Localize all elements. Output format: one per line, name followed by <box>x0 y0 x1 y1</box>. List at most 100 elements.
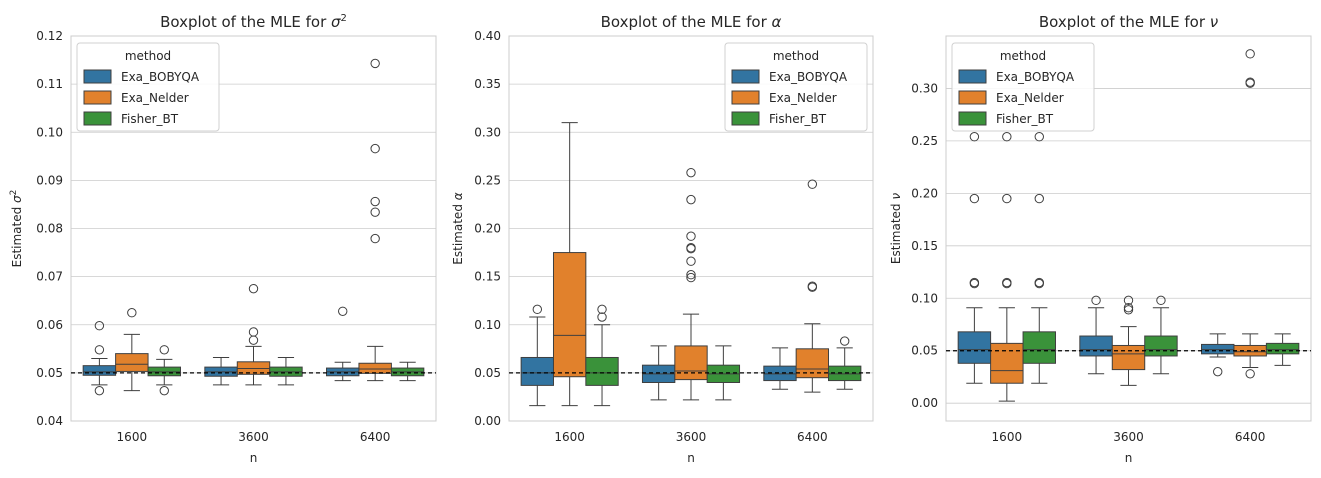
y-tick-label: 0.05 <box>474 366 501 380</box>
chart-title: Boxplot of the MLE for ν <box>1039 13 1218 31</box>
y-label-text: Estimated <box>10 203 24 267</box>
legend-label-Exa_Nelder: Exa_Nelder <box>769 91 837 105</box>
y-tick-label: 0.10 <box>36 125 63 139</box>
panel-alpha: 0.00 0.05 0.10 0.15 0.20 0.25 0.30 0.35 0.40 1600… <box>451 13 874 465</box>
y-axis-label: Estimated ν <box>889 193 903 264</box>
y-tick-label: 0.07 <box>36 270 63 284</box>
box-Fisher_BT-1600 <box>585 304 619 407</box>
legend-title: method <box>1000 49 1046 63</box>
outlier-point <box>1002 278 1012 289</box>
legend-swatch-Fisher_BT <box>83 111 112 126</box>
y-tick-label: 0.20 <box>911 186 938 200</box>
outlier-point <box>969 278 980 289</box>
outlier-point <box>248 335 259 345</box>
y-tick-label: 0.35 <box>474 77 501 91</box>
y-label-symbol: σ <box>10 195 24 203</box>
x-axis-label: n <box>250 451 258 465</box>
box-Exa_Nelder-6400 <box>795 179 830 393</box>
box-Exa_Nelder-3600 <box>236 283 271 386</box>
outlier-point <box>807 179 818 189</box>
box-Fisher_BT-1600 <box>1022 132 1056 384</box>
box-iqr <box>358 362 392 374</box>
legend-label-Exa_BOBYQA: Exa_BOBYQA <box>769 70 848 84</box>
legend-swatch-Exa_Nelder <box>731 90 760 105</box>
box-iqr <box>1201 343 1235 355</box>
box-Exa_Nelder-6400 <box>1233 49 1267 379</box>
outlier-point <box>94 345 105 355</box>
x-tick-label: 6400 <box>1235 430 1266 444</box>
outlier-point <box>686 272 696 283</box>
outlier-point <box>1213 366 1223 377</box>
x-tick-label: 1600 <box>117 430 148 444</box>
y-tick-label: 0.05 <box>911 344 938 358</box>
y-tick-label: 0.15 <box>474 270 501 284</box>
box-iqr <box>1144 335 1178 357</box>
outlier-point <box>686 270 696 280</box>
outlier-point <box>686 194 696 205</box>
legend-label-Fisher_BT: Fisher_BT <box>996 112 1054 126</box>
legend-label-Exa_Nelder: Exa_Nelder <box>996 91 1064 105</box>
box-iqr <box>82 365 117 376</box>
box-Exa_BOBYQA-6400 <box>326 306 360 382</box>
box-Exa_BOBYQA-3600 <box>641 345 676 401</box>
outlier-point <box>807 282 818 292</box>
box-iqr <box>674 345 708 381</box>
box-iqr <box>552 252 587 378</box>
outlier-point <box>370 196 380 207</box>
y-tick-label: 0.00 <box>474 414 501 428</box>
outlier-point <box>94 385 105 396</box>
y-tick-label: 0.10 <box>911 291 938 305</box>
legend-frame <box>951 42 1095 132</box>
y-tick-label: 0.30 <box>911 81 938 95</box>
legend-label-Exa_BOBYQA: Exa_BOBYQA <box>121 70 200 84</box>
outlier-point <box>1002 193 1012 204</box>
legend-swatch-Fisher_BT <box>731 111 760 126</box>
box-Fisher_BT-6400 <box>828 336 862 390</box>
legend-label-Fisher_BT: Fisher_BT <box>121 112 179 126</box>
outlier-point <box>1245 369 1255 379</box>
box-Exa_BOBYQA-6400 <box>1201 333 1235 377</box>
x-axis-label: n <box>1125 451 1133 465</box>
legend: method Exa_BOBYQA Exa_Nelder Fisher_BT <box>951 42 1095 132</box>
title-symbol: σ <box>331 13 341 31</box>
x-tick-label: 6400 <box>360 430 391 444</box>
box-iqr <box>520 356 554 386</box>
box-Fisher_BT-1600 <box>147 345 181 396</box>
y-tick-label: 0.09 <box>36 173 63 187</box>
outlier-point <box>686 256 696 266</box>
y-label-superscript: 2 <box>9 190 19 196</box>
outlier-point <box>969 132 980 142</box>
title-text: Boxplot of the MLE for <box>1039 13 1210 31</box>
legend-swatch-Exa_BOBYQA <box>731 69 760 84</box>
outlier-point <box>839 336 850 346</box>
chart-title: Boxplot of the MLE for σ2 <box>160 13 347 31</box>
box-Exa_BOBYQA-1600 <box>957 132 992 384</box>
outlier-point <box>1034 278 1044 289</box>
outlier-point <box>248 283 259 294</box>
outlier-point <box>127 308 137 318</box>
y-tick-label: 0.04 <box>36 414 63 428</box>
outlier-point <box>370 58 380 69</box>
y-label-symbol: ν <box>889 193 903 200</box>
legend-frame <box>76 42 220 132</box>
box-Exa_BOBYQA-3600 <box>204 356 238 386</box>
outlier-point <box>1123 305 1134 315</box>
title-text: Boxplot of the MLE for <box>601 13 772 31</box>
x-tick-label: 1600 <box>992 430 1023 444</box>
y-tick-label: 0.30 <box>474 125 501 139</box>
title-superscript: 2 <box>341 13 347 24</box>
y-label-text: Estimated <box>889 200 903 264</box>
title-symbol: α <box>772 13 782 31</box>
box-Exa_BOBYQA-1600 <box>82 321 117 396</box>
legend: method Exa_BOBYQA Exa_Nelder Fisher_BT <box>724 42 868 132</box>
outlier-point <box>370 233 380 244</box>
y-axis-label: Estimated α <box>451 192 465 264</box>
legend-frame <box>724 42 868 132</box>
box-iqr <box>1079 335 1113 357</box>
outlier-point <box>1245 78 1255 88</box>
outlier-point <box>532 304 543 315</box>
x-tick-label: 3600 <box>238 430 269 444</box>
outlier-point <box>597 304 607 315</box>
legend-title: method <box>773 49 819 63</box>
